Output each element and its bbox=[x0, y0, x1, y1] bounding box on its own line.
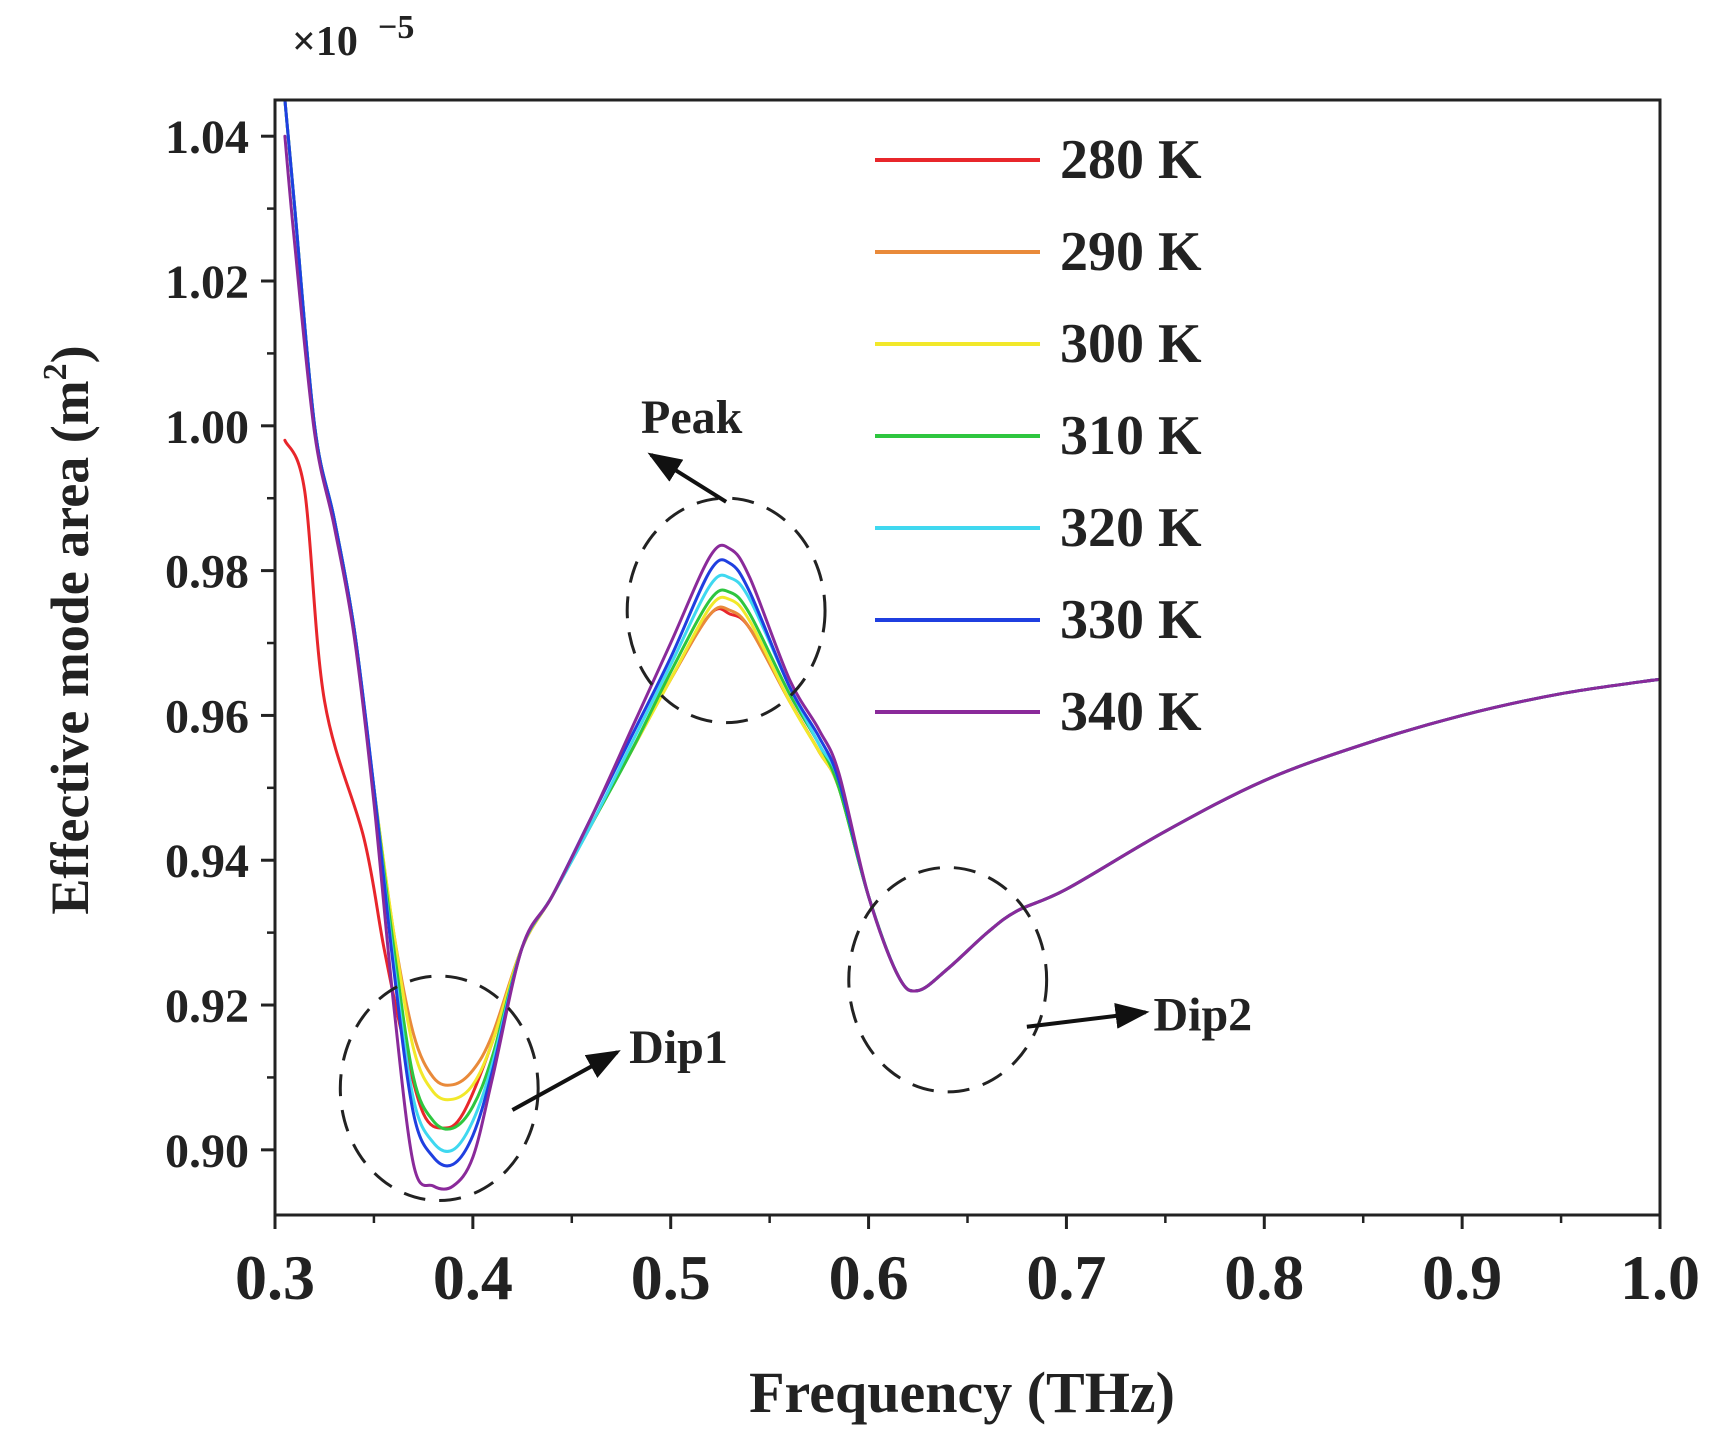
x-tick-label: 0.8 bbox=[1224, 1242, 1304, 1313]
series-line-340k bbox=[283, 134, 1660, 1191]
dip1-label: Dip1 bbox=[629, 1021, 728, 1074]
x-tick-label: 0.3 bbox=[235, 1242, 315, 1313]
axis-tick-labels: 0.3 0.4 0.5 0.6 0.7 0.8 0.9 1.0 0.90 0.92 0.94 0.96… bbox=[165, 111, 1700, 1313]
x-tick-label: 0.4 bbox=[433, 1242, 513, 1313]
dip1-arrow bbox=[511, 1050, 621, 1112]
legend-label: 300 K bbox=[1060, 313, 1202, 375]
annotations: Peak Dip1 Dip2 bbox=[338, 391, 1252, 1203]
x-tick-label: 0.7 bbox=[1026, 1242, 1106, 1313]
legend-label: 280 K bbox=[1060, 129, 1202, 191]
dip2-label: Dip2 bbox=[1153, 988, 1252, 1041]
legend-label: 290 K bbox=[1060, 221, 1202, 283]
y-tick-label: 0.90 bbox=[165, 1125, 249, 1178]
peak-label: Peak bbox=[641, 391, 743, 444]
y-tick-label: 0.98 bbox=[165, 546, 249, 599]
svg-text:Effective mode area (m2): Effective mode area (m2) bbox=[37, 345, 100, 914]
peak-arrow bbox=[647, 452, 728, 504]
y-axis-title: Effective mode area (m2) bbox=[37, 345, 100, 914]
legend-label: 310 K bbox=[1060, 405, 1202, 467]
legend-label: 320 K bbox=[1060, 497, 1202, 559]
x-axis-title: Frequency (THz) bbox=[749, 1360, 1175, 1425]
series-lines bbox=[283, 100, 1660, 1191]
peak-circle bbox=[625, 496, 827, 725]
y-tick-label: 1.02 bbox=[165, 256, 249, 309]
dip1-circle bbox=[338, 974, 540, 1203]
y-axis-title-superscript: 2 bbox=[37, 363, 74, 380]
legend-label: 340 K bbox=[1060, 681, 1202, 743]
dip2-circle bbox=[847, 865, 1049, 1094]
y-tick-label: 1.00 bbox=[165, 401, 249, 454]
dip2-arrow bbox=[1026, 1003, 1150, 1029]
legend-label: 330 K bbox=[1060, 589, 1202, 651]
y-scale-exponent: −5 bbox=[378, 9, 414, 46]
y-tick-label: 0.94 bbox=[165, 835, 249, 888]
x-tick-label: 1.0 bbox=[1620, 1242, 1700, 1313]
x-tick-label: 0.5 bbox=[631, 1242, 711, 1313]
legend: 280 K 290 K 300 K 310 K 320 K 330 K 340 K bbox=[875, 129, 1202, 743]
plot-area-frame bbox=[273, 98, 1662, 1217]
y-tick-label: 1.04 bbox=[165, 111, 249, 164]
y-axis-title-main: Effective mode area (m bbox=[40, 380, 100, 914]
y-tick-label: 0.96 bbox=[165, 690, 249, 743]
y-axis-title-close: ) bbox=[40, 345, 100, 363]
x-tick-label: 0.6 bbox=[829, 1242, 909, 1313]
y-scale-base: ×10 bbox=[292, 19, 358, 65]
y-tick-label: 0.92 bbox=[165, 980, 249, 1033]
x-tick-label: 0.9 bbox=[1422, 1242, 1502, 1313]
